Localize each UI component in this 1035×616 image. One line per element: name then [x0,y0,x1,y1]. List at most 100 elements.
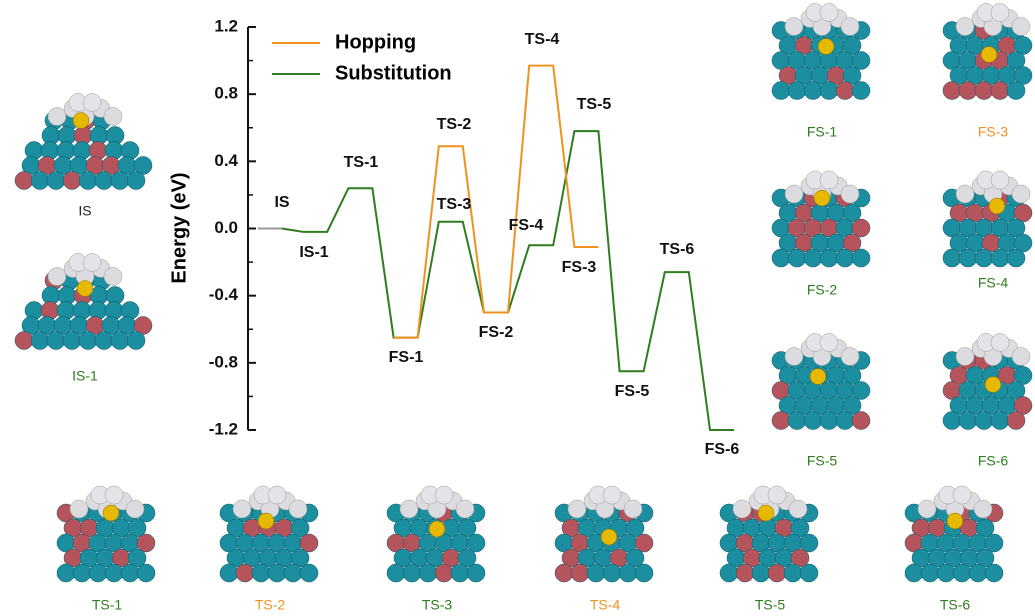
atom [990,411,1010,430]
state-label: FS-3 [562,259,597,276]
atom [62,331,82,350]
dopant-atom [102,504,120,522]
adatom [82,253,102,272]
atom [851,81,871,100]
structure-model [771,170,871,268]
atom [835,411,855,430]
atom [267,563,287,583]
atom [72,563,92,583]
adatom [788,499,808,519]
dopant-atom [984,376,1002,393]
adatom [732,499,752,519]
structure-model [14,253,153,350]
adatom [1011,347,1031,366]
legend-label: Hopping [335,31,416,53]
dopant-atom [757,504,775,522]
adatom [784,347,804,366]
state-label: TS-2 [437,116,472,133]
atom [46,171,66,190]
atom [851,248,871,268]
structure-caption: TS-1 [92,597,123,613]
adatom [47,267,67,286]
atom [602,563,622,583]
adatom [82,93,102,112]
adatom [819,170,839,190]
adatom [434,485,454,505]
atom [1006,81,1026,100]
atom [402,563,422,583]
y-axis-label: Energy (eV) [168,172,190,283]
atom [990,81,1010,100]
atom [299,533,319,553]
state-label: TS-1 [344,154,379,171]
atom [618,563,638,583]
atom [136,563,156,583]
dopant-atom [809,368,827,385]
atom [434,563,454,583]
state-label: FS-5 [615,383,650,400]
dopant-atom [600,528,618,546]
atom [984,533,1004,553]
y-tick-label: 0.8 [214,84,238,103]
atom [984,563,1004,583]
legend-label: Substitution [335,62,452,84]
atom [771,81,791,100]
atom [104,563,124,583]
energy-profile [258,130,734,431]
structure-model [554,485,654,583]
atom [1006,248,1026,268]
y-tick-label: -1.2 [209,419,238,438]
adatom [288,499,308,519]
atom [126,171,146,190]
state-label: FS-2 [479,324,514,341]
adatom [623,499,643,519]
structure-caption: TS-6 [940,597,971,613]
adatom [990,170,1010,190]
adatom [399,499,419,519]
structure-model [56,485,156,583]
atom [851,51,871,70]
atom [968,563,988,583]
state-label: IS-1 [299,244,328,261]
atom [88,563,108,583]
atom [936,563,956,583]
adatom [125,499,145,519]
atom [787,411,807,430]
structure-caption: TS-3 [422,597,453,613]
structure-caption: FS-3 [978,124,1009,140]
atom [990,248,1010,268]
adatom [819,333,839,352]
structure-caption: TS-2 [255,597,286,613]
atom [942,411,962,430]
y-tick-label: 1.2 [214,16,238,35]
atom [251,563,271,583]
atom [819,248,839,268]
dopant-atom [72,112,90,129]
structure-caption: IS-1 [72,368,98,384]
atom [974,411,994,430]
atom [418,563,438,583]
structure-model [771,333,871,430]
atom [126,331,146,350]
atom [554,563,574,583]
state-label: TS-6 [660,241,695,258]
atom [787,248,807,268]
adatom [819,3,839,22]
dopant-atom [946,512,964,530]
dopant-atom [988,197,1006,215]
atom [958,248,978,268]
state-label: FS-6 [705,441,740,458]
atom [783,563,803,583]
adatom [455,499,475,519]
atom [771,248,791,268]
adatom [955,184,975,204]
atom [958,81,978,100]
adatom [602,485,622,505]
atom [942,81,962,100]
adatom [973,499,993,519]
state-label: TS-3 [437,196,472,213]
dopant-atom [76,280,94,297]
atom [767,563,787,583]
structure-model [719,485,819,583]
atom [751,563,771,583]
